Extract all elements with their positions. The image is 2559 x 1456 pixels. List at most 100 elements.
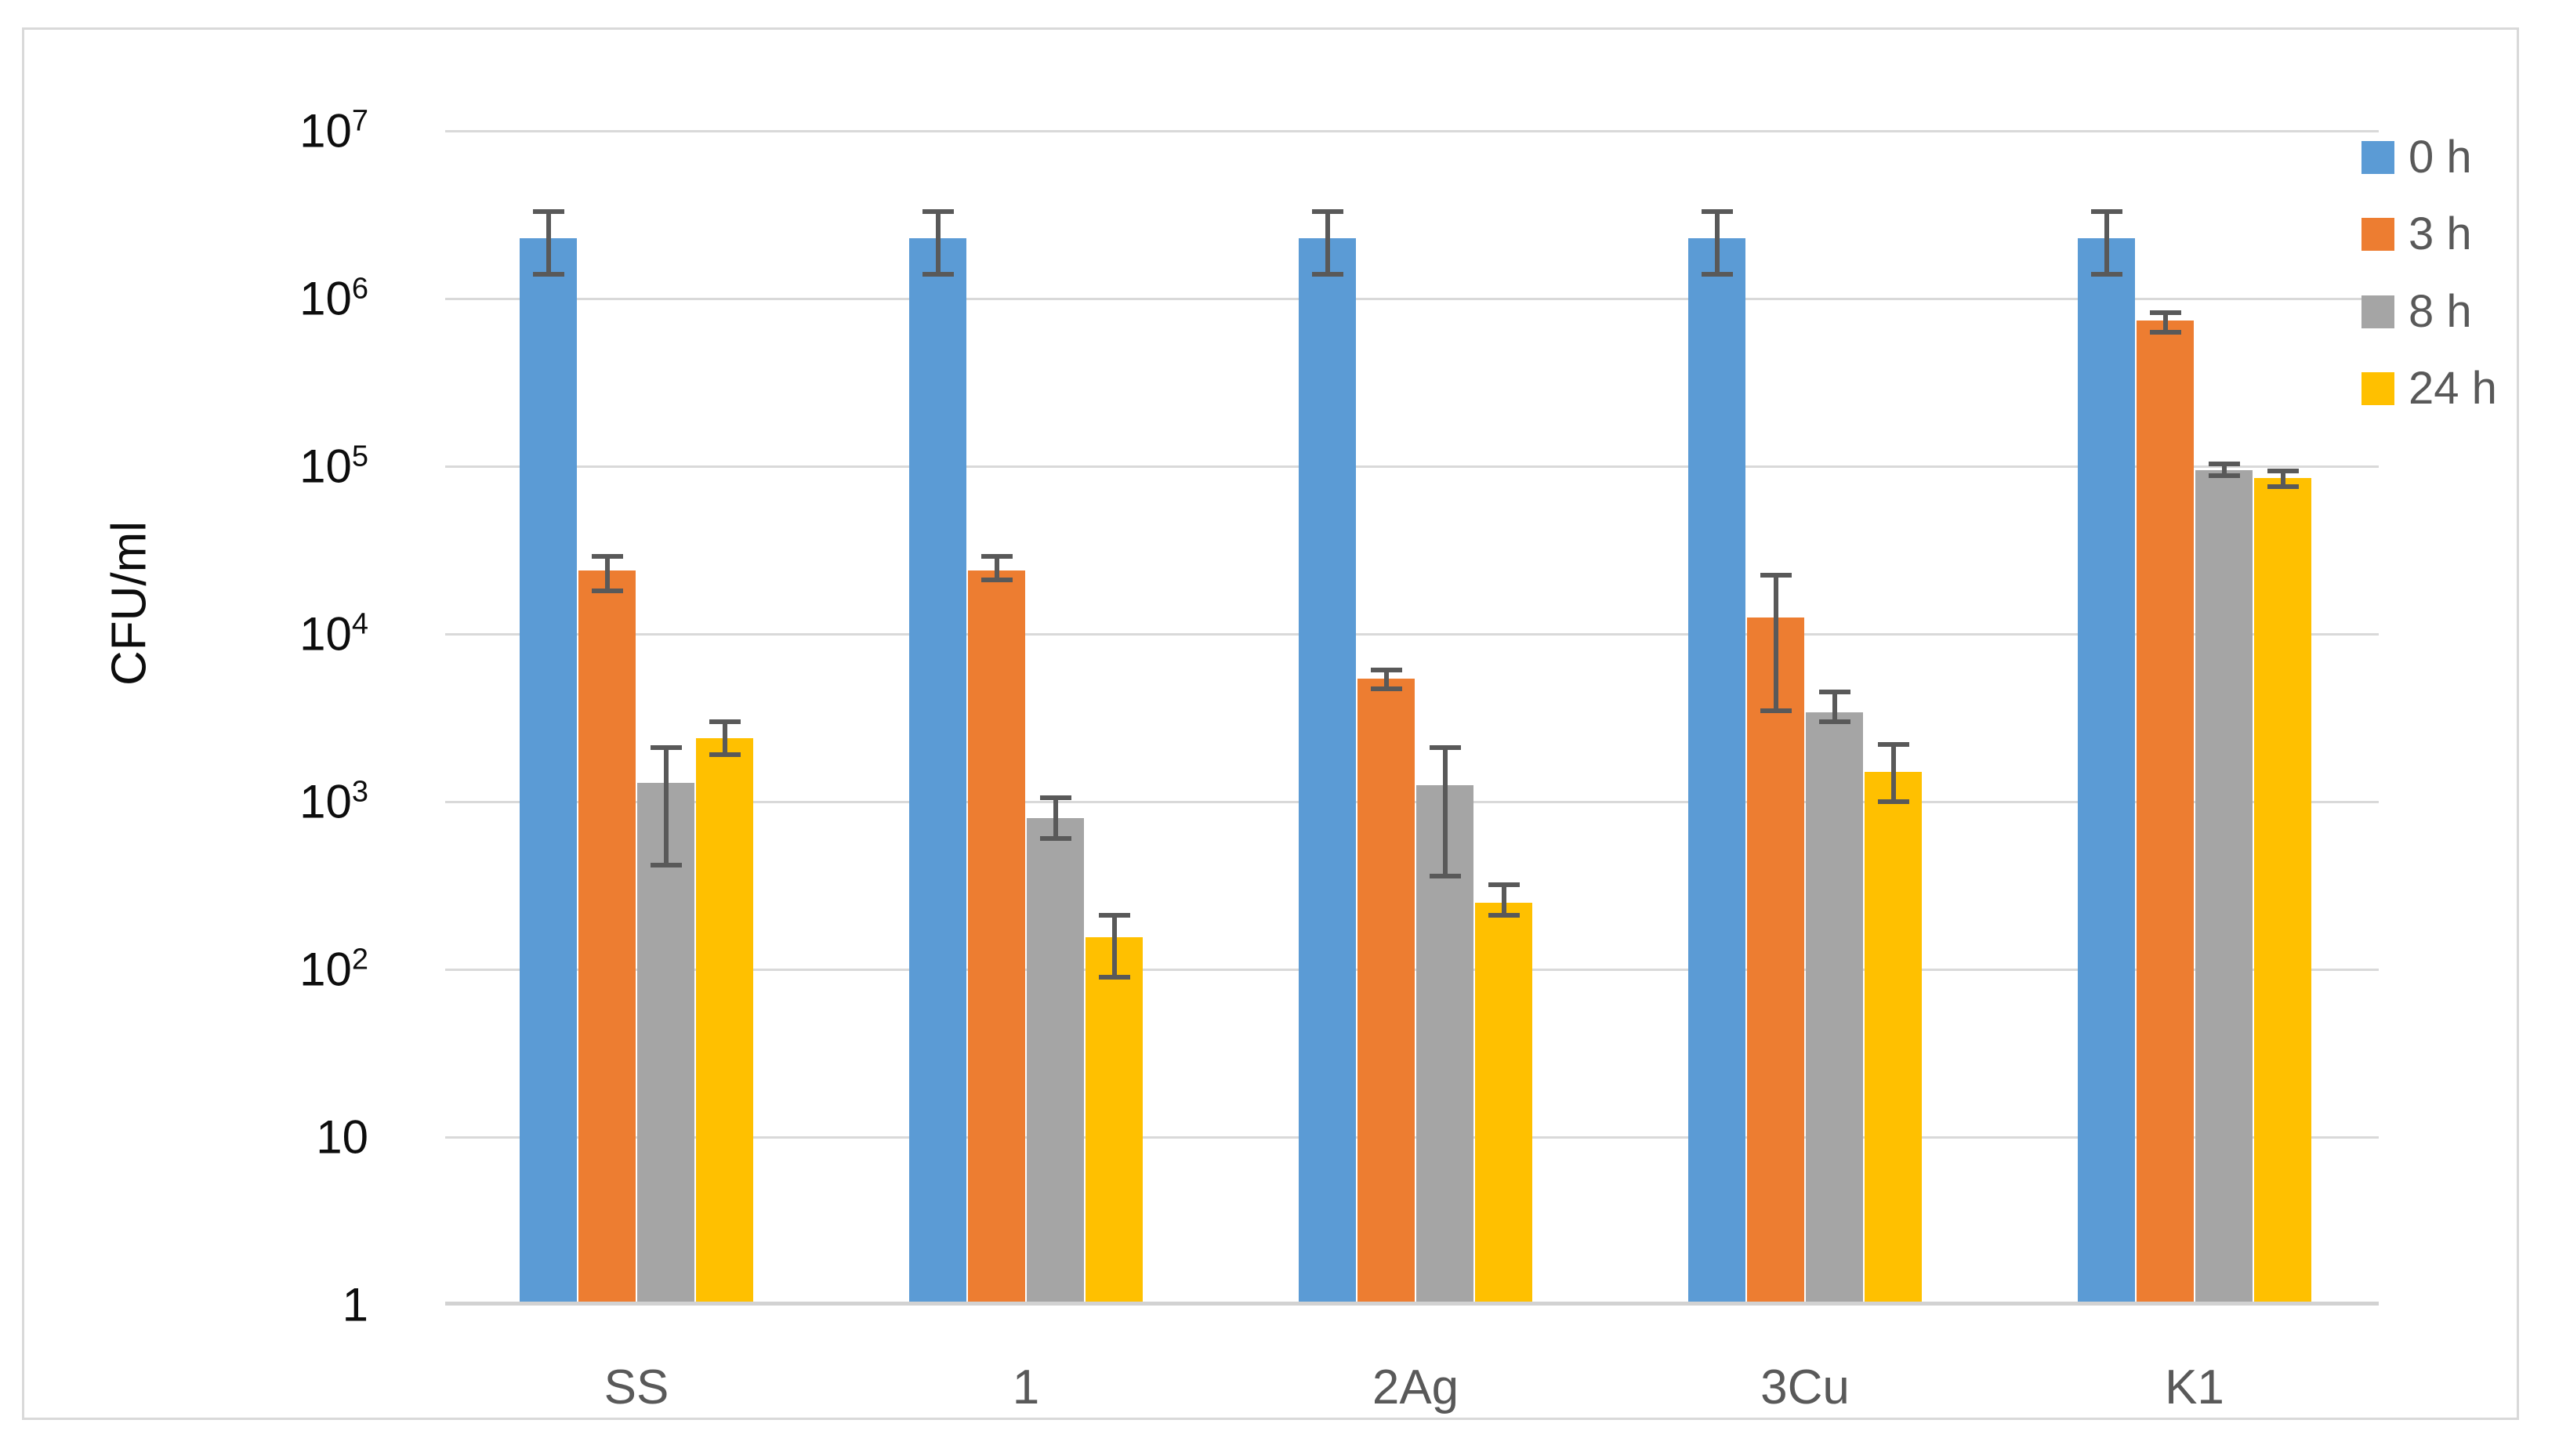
errorbar-0h-ss: [546, 212, 551, 274]
bar-24h-ss: [696, 737, 753, 1303]
errorbar-8h-3cu: [1832, 692, 1837, 722]
x-label-3cu: 3Cu: [1760, 1360, 1850, 1414]
bar-8h-1: [1027, 817, 1084, 1303]
y-tick-10e3: 103: [299, 775, 368, 828]
x-label-k1: K1: [2165, 1360, 2224, 1414]
errorbar-cap-high-24h-ss: [709, 719, 741, 724]
bar-3h-1: [968, 570, 1025, 1303]
errorbar-3h-k1: [2162, 313, 2168, 332]
errorbar-cap-high-3h-2ag: [1370, 667, 1402, 672]
errorbar-cap-high-3h-k1: [2149, 310, 2181, 316]
bar-8h-ss: [637, 782, 694, 1303]
errorbar-0h-1: [935, 212, 941, 274]
errorbar-cap-low-24h-3cu: [1877, 799, 1909, 804]
errorbar-cap-low-0h-ss: [532, 271, 564, 277]
errorbar-0h-k1: [2104, 212, 2109, 274]
bar-3h-3cu: [1747, 618, 1804, 1303]
errorbar-cap-high-3h-ss: [591, 554, 623, 560]
gridline-10e6: [445, 298, 2379, 300]
legend-label-8h: 8 h: [2409, 285, 2472, 337]
y-tick-10e0: 1: [342, 1278, 368, 1331]
bar-0h-3cu: [1688, 237, 1745, 1303]
errorbar-cap-high-0h-3cu: [1701, 209, 1733, 215]
gridline-10e7: [445, 130, 2379, 132]
errorbar-cap-low-0h-3cu: [1701, 271, 1733, 277]
legend-swatch-24h: [2361, 371, 2394, 405]
errorbar-cap-high-3h-3cu: [1760, 572, 1792, 578]
errorbar-cap-high-0h-2ag: [1311, 209, 1343, 215]
errorbar-cap-high-24h-3cu: [1877, 741, 1909, 747]
bar-24h-3cu: [1865, 772, 1922, 1303]
errorbar-0h-2ag: [1325, 212, 1330, 274]
bar-0h-ss: [520, 237, 577, 1303]
errorbar-3h-2ag: [1383, 669, 1389, 690]
legend-label-0h: 0 h: [2409, 132, 2472, 183]
errorbar-3h-ss: [604, 556, 610, 592]
bar-8h-3cu: [1806, 712, 1863, 1303]
x-label-2ag: 2Ag: [1372, 1360, 1459, 1414]
bar-3h-ss: [578, 570, 636, 1303]
errorbar-24h-3cu: [1890, 744, 1896, 802]
legend-item-8h: 8 h: [2361, 285, 2472, 337]
errorbar-24h-1: [1111, 915, 1117, 977]
errorbar-cap-low-0h-2ag: [1311, 271, 1343, 277]
gridline-10e4: [445, 633, 2379, 636]
bar-8h-k1: [2195, 469, 2253, 1303]
errorbar-8h-2ag: [1442, 748, 1448, 876]
x-label-ss: SS: [604, 1360, 669, 1414]
errorbar-24h-k1: [2280, 470, 2285, 487]
errorbar-cap-low-8h-3cu: [1818, 719, 1850, 724]
x-label-1: 1: [1012, 1360, 1040, 1414]
errorbar-cap-low-3h-k1: [2149, 329, 2181, 335]
errorbar-cap-low-8h-k1: [2208, 473, 2240, 478]
bar-24h-1: [1086, 937, 1143, 1303]
bar-24h-k1: [2254, 478, 2311, 1303]
errorbar-cap-low-24h-1: [1098, 974, 1130, 980]
errorbar-cap-high-8h-3cu: [1818, 690, 1850, 695]
errorbar-cap-low-24h-ss: [709, 752, 741, 758]
errorbar-3h-3cu: [1773, 574, 1778, 711]
errorbar-cap-high-8h-1: [1039, 795, 1071, 801]
errorbar-cap-low-0h-1: [922, 271, 954, 277]
errorbar-cap-low-8h-1: [1039, 836, 1071, 842]
legend-swatch-0h: [2361, 141, 2394, 174]
bar-0h-2ag: [1299, 237, 1356, 1303]
errorbar-cap-low-3h-3cu: [1760, 708, 1792, 713]
legend-item-3h: 3 h: [2361, 212, 2472, 257]
errorbar-cap-low-24h-k1: [2267, 484, 2299, 489]
errorbar-cap-low-8h-ss: [650, 862, 682, 867]
y-tick-10e1: 10: [316, 1110, 368, 1164]
errorbar-cap-low-8h-2ag: [1429, 873, 1461, 878]
errorbar-24h-2ag: [1501, 884, 1506, 916]
errorbar-cap-high-0h-1: [922, 209, 954, 215]
errorbar-cap-low-3h-2ag: [1370, 686, 1402, 692]
errorbar-cap-high-8h-ss: [650, 745, 682, 751]
legend-swatch-3h: [2361, 218, 2394, 252]
chart-border: [22, 27, 2519, 1420]
bar-3h-2ag: [1357, 679, 1415, 1303]
errorbar-8h-1: [1053, 798, 1058, 839]
errorbar-24h-ss: [722, 721, 727, 755]
legend-item-0h: 0 h: [2361, 135, 2472, 180]
bar-24h-2ag: [1475, 902, 1532, 1303]
errorbar-cap-high-0h-k1: [2090, 209, 2122, 215]
errorbar-cap-high-8h-2ag: [1429, 745, 1461, 751]
errorbar-cap-low-3h-1: [980, 578, 1013, 583]
errorbar-8h-ss: [663, 748, 669, 865]
gridline-10e5: [445, 465, 2379, 468]
errorbar-cap-high-8h-k1: [2208, 462, 2240, 467]
errorbar-8h-k1: [2221, 464, 2227, 476]
errorbar-cap-low-0h-k1: [2090, 271, 2122, 277]
legend-label-3h: 3 h: [2409, 208, 2472, 260]
errorbar-cap-high-24h-2ag: [1488, 882, 1520, 887]
y-tick-10e7: 107: [299, 104, 368, 158]
errorbar-cap-high-0h-ss: [532, 209, 564, 215]
y-tick-10e2: 102: [299, 943, 368, 996]
errorbar-cap-high-24h-k1: [2267, 468, 2299, 473]
errorbar-cap-high-24h-1: [1098, 913, 1130, 918]
y-tick-10e5: 105: [299, 440, 368, 493]
legend-item-24h: 24 h: [2361, 362, 2497, 414]
legend-label-24h: 24 h: [2409, 362, 2497, 414]
bar-0h-k1: [2078, 237, 2135, 1303]
